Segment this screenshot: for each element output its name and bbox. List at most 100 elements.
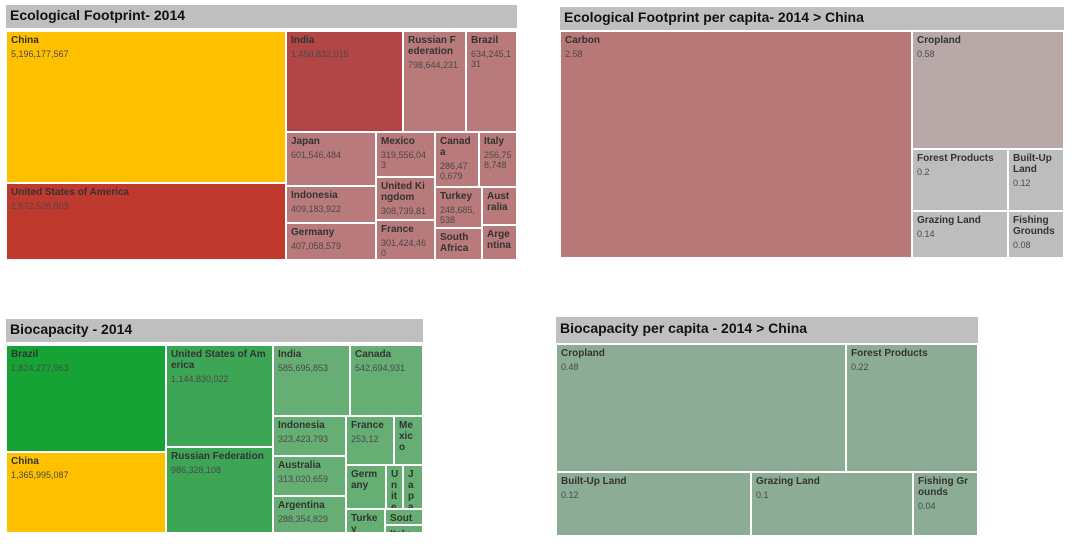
tile-label: Italy [484, 136, 505, 147]
tile-label: France [381, 224, 414, 235]
tile-japan[interactable]: Japan 601,546,484 [286, 132, 376, 186]
tile-value: 286,470,679 [440, 161, 468, 181]
tile-forest-products[interactable]: Forest Products 0.2 [912, 149, 1008, 211]
tile-russian-federation[interactable]: Russian Federation 798,644,231 [403, 31, 466, 132]
tile-label: Forest Products [851, 348, 928, 359]
tile-carbon[interactable]: Carbon 2.58 [560, 31, 912, 258]
tile-germany[interactable]: Germany [346, 465, 386, 509]
tile-canada[interactable]: Canada 542,694,931 [350, 345, 423, 416]
tile-argentina[interactable]: Argentina 288,354,829 [273, 496, 346, 533]
footprint-panel: Ecological Footprint- 2014 China 5,196,17… [6, 5, 517, 260]
tile-italy[interactable]: Italy [385, 525, 423, 533]
tile-label: Mexico [381, 136, 415, 147]
tile-mexico[interactable]: Mexico [394, 416, 423, 465]
tile-label: United Kingdom [381, 181, 425, 203]
tile-value: 542,694,931 [355, 363, 406, 373]
tile-turkey[interactable]: Turkey [346, 509, 385, 533]
tile-turkey[interactable]: Turkey 248,685,538 [435, 187, 482, 228]
tile-brazil[interactable]: Brazil 1,824,277,963 [6, 345, 166, 452]
tile-fishing-grounds[interactable]: Fishing Grounds 0.04 [913, 472, 978, 536]
tile-value: 308,739,81 [381, 206, 427, 216]
tile-value: 409,183,922 [291, 204, 342, 214]
tile-india[interactable]: India 585,695,853 [273, 345, 350, 416]
tile-label: Brazil [11, 349, 39, 360]
tile-label: China [11, 456, 39, 467]
tile-germany[interactable]: Germany 407,058,579 [286, 223, 376, 260]
tile-label: Forest Products [917, 153, 994, 164]
tile-label: Mexico [399, 420, 413, 453]
tile-china[interactable]: China 1,365,995,087 [6, 452, 166, 533]
tile-label: United States of America [11, 187, 129, 198]
tile-russian-federation[interactable]: Russian Federation 986,328,108 [166, 447, 273, 533]
tile-value: 634,245,131 [471, 49, 512, 69]
tile-label: Indonesia [278, 420, 325, 431]
tile-cropland[interactable]: Cropland 0.48 [556, 344, 846, 472]
biocapacity-per-capita-title: Biocapacity per capita - 2014 > China [556, 317, 978, 343]
tile-india[interactable]: India 1,450,832,015 [286, 31, 403, 132]
tile-united-kingdom[interactable]: United Kingdom 308,739,81 [376, 177, 435, 220]
tile-united-kingdom[interactable]: United Kingdom [386, 465, 403, 509]
footprint-per-capita-panel: Ecological Footprint per capita- 2014 > … [560, 7, 1064, 258]
footprint-treemap: China 5,196,177,567 United States of Ameri… [6, 31, 517, 260]
tile-united-states-of-america[interactable]: United States of America 2,672,526,803 [6, 183, 286, 260]
tile-united-states-of-america[interactable]: United States of America 1,144,830,022 [166, 345, 273, 447]
tile-label: United States of America [171, 349, 266, 371]
tile-grazing-land[interactable]: Grazing Land 0.14 [912, 211, 1008, 258]
tile-france[interactable]: France 253,12 [346, 416, 394, 465]
tile-label: Argentina [487, 229, 511, 251]
tile-value: 1,450,832,015 [291, 49, 349, 59]
tile-label: Russian Federation [171, 451, 264, 462]
tile-label: Built-Up Land [561, 476, 627, 487]
tile-value: 1,824,277,963 [11, 363, 69, 373]
tile-forest-products[interactable]: Forest Products 0.22 [846, 344, 978, 472]
tile-value: 0.2 [917, 167, 930, 177]
tile-indonesia[interactable]: Indonesia 323,423,793 [273, 416, 346, 456]
tile-built-up-land[interactable]: Built-Up Land 0.12 [556, 472, 751, 536]
tile-label: Japan [291, 136, 320, 147]
tile-value: 0.12 [1013, 178, 1031, 188]
tile-value: 585,695,853 [278, 363, 329, 373]
tile-cropland[interactable]: Cropland 0.58 [912, 31, 1064, 149]
biocapacity-treemap: Brazil 1,824,277,963 China 1,365,995,087 Uni… [6, 345, 423, 533]
tile-label: South Africa [390, 513, 413, 524]
tile-value: 0.04 [918, 501, 936, 511]
tile-italy[interactable]: Italy 256,758,748 [479, 132, 517, 187]
tile-argentina[interactable]: Argentina [482, 225, 517, 260]
tile-label: Fishing Grounds [1013, 215, 1055, 237]
tile-label: Australia [487, 191, 510, 213]
tile-label: United Kingdom [391, 469, 399, 509]
tile-china[interactable]: China 5,196,177,567 [6, 31, 286, 183]
tile-value: 1,144,830,022 [171, 374, 229, 384]
tile-value: 986,328,108 [171, 465, 222, 475]
tile-label: Fishing Grounds [918, 476, 968, 498]
tile-canada[interactable]: Canada 286,470,679 [435, 132, 479, 187]
tile-label: Cropland [917, 35, 961, 46]
tile-value: 798,644,231 [408, 60, 459, 70]
tile-australia[interactable]: Australia 313,020,659 [273, 456, 346, 496]
tile-value: 0.12 [561, 490, 579, 500]
tile-south-africa[interactable]: South Africa [385, 509, 423, 525]
tile-label: Germany [291, 227, 335, 238]
tile-mexico[interactable]: Mexico 319,556,043 [376, 132, 435, 177]
biocapacity-per-capita-panel: Biocapacity per capita - 2014 > China Cr… [556, 317, 978, 536]
tile-value: 0.48 [561, 362, 579, 372]
tile-indonesia[interactable]: Indonesia 409,183,922 [286, 186, 376, 223]
biocapacity-per-capita-treemap: Cropland 0.48 Forest Products 0.22 Built-Up … [556, 344, 978, 536]
tile-built-up-land[interactable]: Built-Up Land 0.12 [1008, 149, 1064, 211]
tile-france[interactable]: France 301,424,460 [376, 220, 435, 260]
tile-south-africa[interactable]: South Africa [435, 228, 482, 260]
tile-label: Grazing Land [917, 215, 981, 226]
tile-australia[interactable]: Australia [482, 187, 517, 225]
tile-value: 0.1 [756, 490, 769, 500]
tile-label: Japan [408, 469, 415, 509]
tile-label: South Africa [440, 232, 469, 254]
tile-value: 313,020,659 [278, 474, 329, 484]
biocapacity-title: Biocapacity - 2014 [6, 319, 423, 342]
tile-japan[interactable]: Japan [403, 465, 423, 509]
tile-label: Australia [278, 460, 321, 471]
tile-fishing-grounds[interactable]: Fishing Grounds 0.08 [1008, 211, 1064, 258]
tile-value: 319,556,043 [381, 150, 427, 170]
tile-grazing-land[interactable]: Grazing Land 0.1 [751, 472, 913, 536]
tile-brazil[interactable]: Brazil 634,245,131 [466, 31, 517, 132]
tile-value: 407,058,579 [291, 241, 342, 251]
